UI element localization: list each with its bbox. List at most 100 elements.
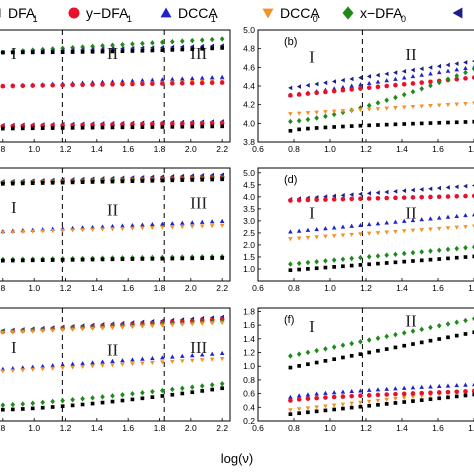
- data-point: [358, 123, 363, 128]
- data-point: [50, 82, 55, 88]
- plot-frame: [257, 307, 474, 422]
- data-point: [428, 257, 433, 262]
- panel-c: 8 1.0 1.2 1.4 1.6 1.8 2.0 2.2I II III: [0, 167, 231, 293]
- x-tick-label: 1.8: [154, 423, 166, 433]
- data-point: [463, 317, 468, 324]
- data-point: [40, 367, 46, 372]
- data-point: [209, 351, 215, 356]
- data-point: [410, 328, 416, 334]
- region-label: I: [309, 48, 315, 67]
- data-point: [445, 226, 451, 231]
- data-point: [358, 86, 363, 91]
- data-point: [410, 217, 416, 223]
- series: [0, 177, 225, 186]
- x-tick-label: 2.0: [185, 423, 197, 433]
- data-point: [454, 194, 460, 199]
- data-point: [349, 87, 354, 92]
- x-tick-label: 1.2: [360, 283, 372, 293]
- data-point: [296, 228, 302, 233]
- data-point: [410, 88, 416, 95]
- data-point: [0, 230, 6, 235]
- x-tick-label: 2.2: [216, 283, 228, 293]
- panel-label: (b): [284, 36, 297, 48]
- series: [0, 80, 225, 89]
- data-point: [446, 335, 450, 340]
- data-point: [384, 83, 390, 89]
- data-point: [100, 49, 105, 54]
- data-point: [50, 363, 55, 368]
- data-point: [472, 392, 474, 397]
- data-point: [120, 325, 125, 330]
- data-point: [190, 124, 195, 129]
- data-point: [366, 337, 372, 343]
- region-label: II: [107, 44, 119, 63]
- x-tick-label: 1.6: [432, 283, 444, 293]
- data-point: [366, 387, 372, 392]
- x-tick-label: 1.8: [468, 144, 474, 154]
- data-point: [331, 111, 337, 118]
- data-point: [70, 396, 75, 403]
- data-point: [340, 196, 346, 202]
- region-label: I: [309, 203, 315, 222]
- data-point: [331, 79, 337, 84]
- series-group: [288, 183, 474, 273]
- data-point: [10, 401, 16, 408]
- data-point: [323, 113, 328, 120]
- data-point: [180, 124, 185, 129]
- data-point: [463, 69, 468, 76]
- data-point: [366, 399, 372, 404]
- y-tick-label: 5.0: [243, 25, 255, 35]
- data-point: [358, 338, 363, 345]
- data-point: [410, 187, 415, 193]
- series: [288, 224, 474, 242]
- data-point: [384, 97, 389, 104]
- data-point: [323, 234, 328, 239]
- data-point: [366, 85, 372, 90]
- data-point: [471, 59, 474, 63]
- data-point: [384, 397, 389, 403]
- x-tick-label: 2.0: [185, 144, 197, 154]
- data-point: [402, 343, 407, 348]
- data-point: [120, 78, 125, 83]
- data-point: [170, 178, 175, 183]
- data-point: [384, 220, 389, 225]
- x-tick-label: 1.8: [468, 423, 474, 433]
- data-point: [10, 181, 15, 186]
- data-point: [384, 189, 389, 195]
- data-point: [323, 390, 328, 395]
- data-point: [349, 388, 354, 394]
- data-point: [402, 122, 407, 126]
- data-point: [190, 256, 195, 261]
- data-point: [209, 224, 215, 229]
- data-point: [428, 82, 433, 89]
- data-point: [40, 399, 46, 406]
- data-point: [331, 403, 337, 408]
- data-point: [305, 83, 310, 88]
- y-tick-label: 1.6: [243, 320, 255, 330]
- x-tick-label: 1.6: [432, 423, 444, 433]
- data-point: [130, 78, 135, 83]
- data-point: [120, 49, 125, 54]
- data-point: [209, 120, 215, 126]
- data-point: [0, 50, 5, 55]
- data-point: [419, 398, 424, 402]
- region-label: II: [107, 340, 119, 359]
- data-point: [30, 83, 36, 88]
- data-point: [219, 120, 225, 126]
- data-point: [296, 111, 302, 116]
- data-point: [401, 396, 407, 401]
- data-point: [366, 80, 372, 85]
- data-point: [130, 222, 135, 228]
- data-point: [130, 357, 135, 362]
- data-point: [189, 224, 195, 229]
- data-point: [80, 82, 85, 88]
- data-point: [419, 104, 425, 109]
- data-point: [358, 75, 363, 80]
- data-point: [393, 401, 398, 405]
- data-point: [288, 229, 293, 234]
- data-point: [120, 392, 125, 398]
- data-point: [70, 257, 75, 262]
- data-point: [428, 194, 433, 200]
- data-point: [419, 249, 425, 255]
